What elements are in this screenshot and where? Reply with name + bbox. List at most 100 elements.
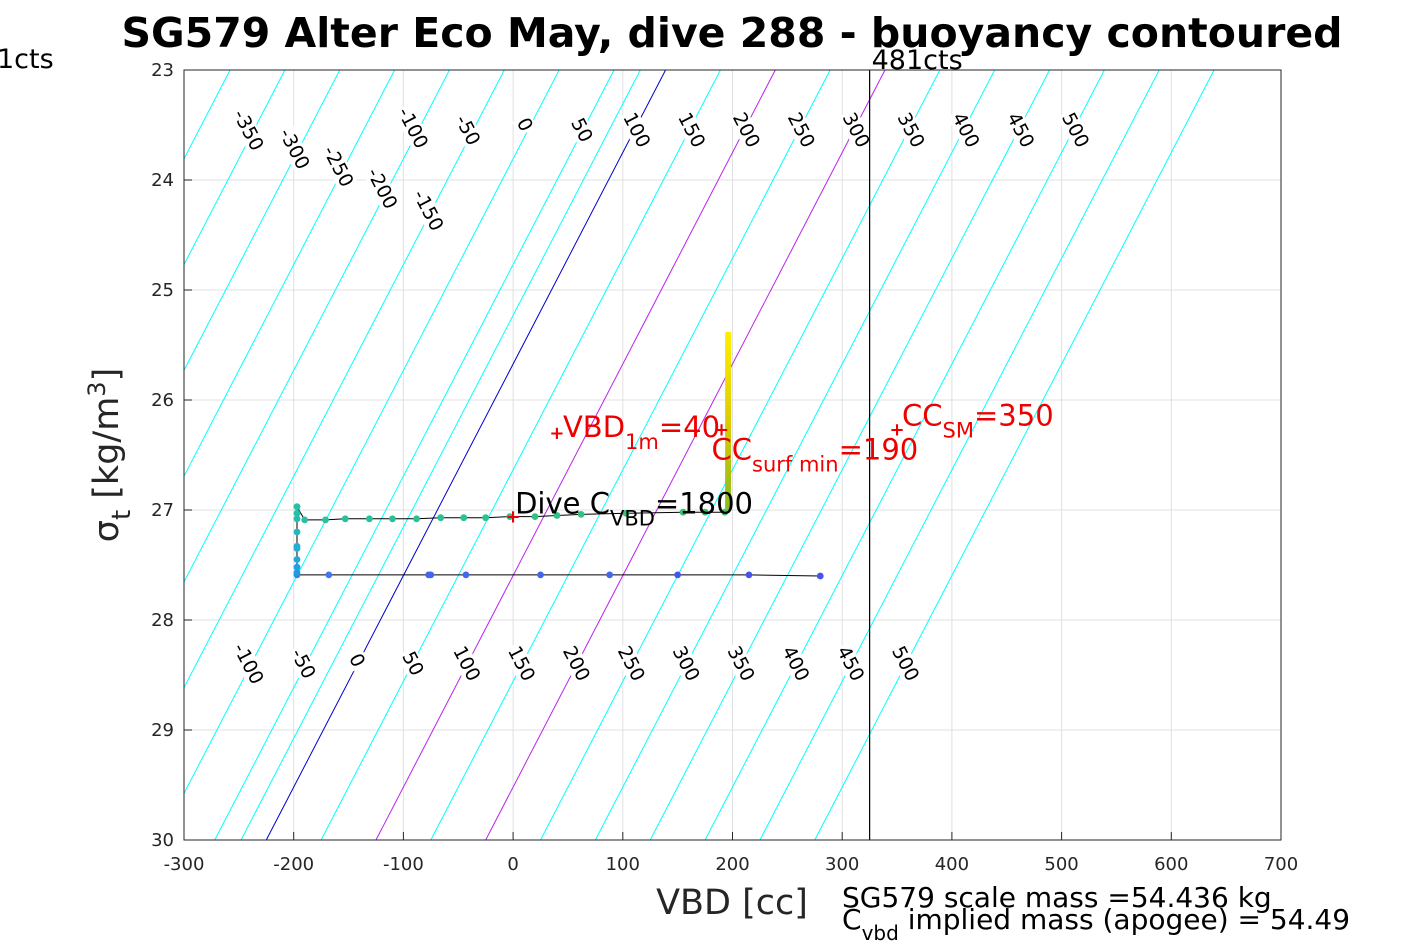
x-tick-labels: -300 -200 -100 0 100 200 300 400 500 600 700 <box>164 832 1298 875</box>
marker-label-3: Dive CVBD=1800 <box>515 487 753 531</box>
footer-line1: SG579 scale mass =54.436 kg <box>842 881 1272 914</box>
marker-label-suffix-3: =1800 <box>655 487 753 521</box>
marker-label-1: CCsurf min=190 <box>712 433 919 477</box>
contour-line-500 <box>814 70 1215 840</box>
dive-point-18 <box>293 503 301 511</box>
x-tick-label-10: 700 <box>1264 854 1298 875</box>
contour-line-150 <box>430 70 831 840</box>
footer-line2: Cvbd implied mass (apogee) = 54.49 <box>842 903 1350 945</box>
marker-plus-0: + <box>549 423 564 444</box>
dive-point-22 <box>365 515 373 523</box>
contour-line--400 <box>184 70 286 266</box>
contour-label-bottom-bg-11 <box>832 641 869 687</box>
dive-point-15 <box>293 528 301 536</box>
y-tick-label-1: 24 <box>151 170 174 191</box>
y-tick-label-3: 26 <box>151 390 174 411</box>
contour-line-400 <box>704 70 1105 840</box>
dive-point-4 <box>537 571 544 579</box>
contour-line--150 <box>184 70 560 795</box>
dive-point-14 <box>293 542 301 550</box>
contour-line-200 <box>485 70 886 840</box>
contour-label-top-bg-16 <box>1002 107 1039 153</box>
contour-label-bottom-bg-4 <box>448 641 485 687</box>
svg-text:σt [kg/m3]: σt [kg/m3] <box>83 368 137 542</box>
y-tick-label-2: 25 <box>151 280 174 301</box>
x-tick-label-4: 100 <box>606 854 640 875</box>
footer-line2-suffix: implied mass (apogee) = 54.49 <box>899 903 1350 936</box>
contour-label-top-bg-12 <box>782 107 820 153</box>
contour-label-bottom-bg-1 <box>285 643 320 684</box>
contour-label-top-bg-5 <box>392 102 433 154</box>
y-axis-close: ] <box>87 368 127 382</box>
y-tick-label-4: 27 <box>151 500 174 521</box>
x-tick-label-7: 400 <box>935 854 969 875</box>
y-axis-sup: 3 <box>83 381 111 396</box>
marker-label-main-1: CC <box>712 433 753 467</box>
x-axis-label: VBD [cc] <box>656 883 808 923</box>
contour-label-top-bg-2 <box>318 141 358 193</box>
dive-point-5 <box>462 571 470 579</box>
marker-label-2: CCSM=350 <box>902 399 1054 443</box>
marker-label-sub-2: SM <box>943 419 974 443</box>
contour-line-0 <box>265 70 667 840</box>
dive-point-32 <box>622 509 630 517</box>
contour-label-top-bg-4 <box>408 185 448 237</box>
dive-point-3 <box>606 571 614 579</box>
dive-point-29 <box>531 513 539 520</box>
contour-label-top-bg-7 <box>511 113 538 137</box>
dive-point-10 <box>293 569 301 577</box>
dive-series <box>293 331 824 580</box>
x-tick-label-8: 500 <box>1044 854 1078 875</box>
chart-title: SG579 Alter Eco May, dive 288 - buoyancy… <box>121 9 1342 57</box>
contour-label-top-bg-15 <box>947 107 984 153</box>
contour-label-bottom-bg-3 <box>397 646 428 681</box>
y-axis-sub: t <box>107 510 137 520</box>
contour-line-350 <box>649 70 1050 840</box>
contour-line-250 <box>540 70 941 840</box>
contour-label-top-bg-14 <box>892 107 929 153</box>
dive-point-21 <box>341 515 349 523</box>
left-edge-label: 1cts <box>0 44 54 75</box>
y-tick-label-0: 23 <box>151 60 174 81</box>
contour-label-top-bg-9 <box>618 107 655 153</box>
dive-point-25 <box>437 514 445 522</box>
x-tick-label-0: -300 <box>164 854 205 875</box>
y-tick-label-5: 28 <box>151 610 174 631</box>
reference-line-label: 481cts <box>872 45 963 76</box>
contour-label-bottom-bg-8 <box>667 641 704 687</box>
dive-point-27 <box>482 514 490 522</box>
contour-label-bottom-bg-12 <box>887 641 924 687</box>
contour-line--100 <box>214 70 615 840</box>
marker-label-sub-1: surf min <box>752 453 839 477</box>
x-tick-label-6: 300 <box>825 854 859 875</box>
footer-line2-prefix: C <box>842 903 862 936</box>
dive-point-17 <box>293 509 301 517</box>
x-tick-label-5: 200 <box>715 854 749 875</box>
contour-label-bottom-bg-0 <box>228 638 268 690</box>
contour-label-bottom-bg-10 <box>777 641 814 687</box>
contour-label-bottom-bg-2 <box>344 648 370 673</box>
y-tick-label-7: 30 <box>151 830 174 851</box>
marker-label-suffix-1: =190 <box>839 433 919 467</box>
contour-line--300 <box>184 70 396 478</box>
marker-plus-1: + <box>714 420 729 441</box>
dive-point-8 <box>325 571 333 579</box>
marker-label-main-2: CC <box>902 399 943 433</box>
dive-point-12 <box>293 556 301 563</box>
marker-label-main-0: VBD <box>563 410 625 444</box>
contour-label-bottom-bg-5 <box>503 641 540 687</box>
marker-label-main-3: Dive C <box>515 487 610 521</box>
dive-point-35 <box>721 508 729 516</box>
y-tick-labels: 23 24 25 26 27 28 29 30 <box>151 60 192 851</box>
dive-point-1 <box>745 571 753 579</box>
dive-point-2 <box>674 571 682 579</box>
dive-point-31 <box>577 511 585 518</box>
contour-label-top-bg-1 <box>274 123 314 175</box>
contour-line--200 <box>184 70 505 689</box>
x-tick-label-1: -200 <box>273 854 314 875</box>
marker-label-suffix-2: =350 <box>974 399 1054 433</box>
contour-label-bottom-bg-6 <box>557 641 595 687</box>
contour-label-top-bg-17 <box>1057 107 1094 153</box>
annotation-markers: +VBD1m=40+CCsurf min=190+CCSM=350+Dive C… <box>506 399 1054 531</box>
